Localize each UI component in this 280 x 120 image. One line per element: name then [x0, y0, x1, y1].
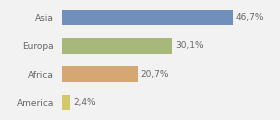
Bar [62, 95, 70, 110]
Bar [62, 38, 172, 54]
Text: 30,1%: 30,1% [175, 41, 204, 50]
Text: 2,4%: 2,4% [73, 98, 96, 107]
Text: 46,7%: 46,7% [236, 13, 264, 22]
Text: 20,7%: 20,7% [141, 70, 169, 79]
Bar [62, 66, 137, 82]
Bar [62, 10, 233, 25]
